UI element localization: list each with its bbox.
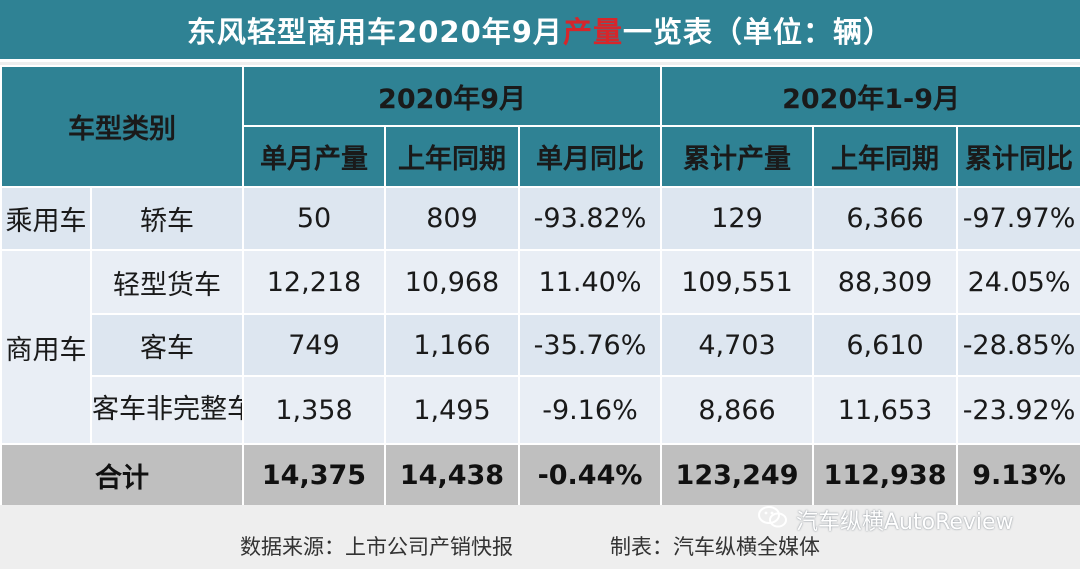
- cell-ytd-prior: 6,366: [812, 186, 959, 251]
- table-title: 东风轻型商用车2020年9月 产量 一览表（单位：辆）: [0, 0, 1080, 62]
- table-row: 商用车 轻型货车 12,218 10,968 11.40% 109,551 88…: [0, 249, 1080, 445]
- cell-month-prior: 1,495: [384, 375, 520, 445]
- col-header-month-yoy: 单月同比: [517, 125, 663, 188]
- table-row: 客车非完整车辆 1,358 1,495 -9.16% 8,866 11,653 …: [1, 375, 1080, 445]
- header-category: 车型类别: [0, 65, 244, 188]
- table-footer: 汽车纵横AutoReview 数据来源：上市公司产销快报 制表：汽车纵横全媒体: [0, 505, 1080, 569]
- cell-month-yoy: -35.76%: [517, 313, 663, 377]
- cell-ytd-yoy: -28.85%: [956, 313, 1080, 377]
- header-group-month: 2020年9月: [241, 65, 663, 127]
- row-type: 客车: [90, 313, 244, 377]
- cell-ytd-output: 8,866: [660, 375, 815, 445]
- production-table: 车型类别 2020年9月 2020年1-9月 单月产量 上年同期 单月同比 累计…: [0, 65, 1080, 507]
- cell-month-prior: 809: [384, 186, 520, 251]
- col-header-ytd-prior: 上年同期: [812, 125, 959, 188]
- cell-month-yoy: -9.16%: [517, 375, 663, 445]
- cell-month-output: 1,358: [242, 375, 386, 445]
- wechat-icon: [758, 505, 796, 535]
- watermark-text: 汽车纵横AutoReview: [796, 510, 1014, 535]
- table-maker: 制表：汽车纵横全媒体: [610, 535, 820, 559]
- header-group-ytd: 2020年1-9月: [660, 65, 1080, 127]
- total-month-output: 14,375: [242, 443, 386, 507]
- row-type: 客车非完整车辆: [90, 375, 244, 445]
- row-type: 轻型货车: [90, 249, 244, 315]
- cell-ytd-output: 129: [660, 186, 815, 251]
- data-source: 数据来源：上市公司产销快报: [240, 535, 513, 559]
- cell-month-output: 749: [242, 313, 386, 377]
- cell-month-output: 50: [242, 186, 386, 251]
- row-group-passenger: 乘用车: [0, 186, 92, 251]
- title-highlight: 产量: [562, 14, 623, 49]
- col-header-month-output: 单月产量: [242, 125, 386, 188]
- table-row: 客车 749 1,166 -35.76% 4,703 6,610 -28.85%: [1, 313, 1080, 377]
- header-row-groups: 车型类别 2020年9月 2020年1-9月: [0, 65, 1080, 188]
- row-group-commercial: 商用车: [0, 249, 92, 445]
- col-header-ytd-output: 累计产量: [660, 125, 815, 188]
- total-month-prior: 14,438: [384, 443, 520, 507]
- cell-ytd-prior: 88,309: [812, 249, 959, 315]
- cell-ytd-yoy: 24.05%: [956, 249, 1080, 315]
- total-month-yoy: -0.44%: [517, 443, 663, 507]
- table-row: 乘用车 轿车 50 809 -93.82% 129 6,366 -97.97%: [0, 186, 1080, 251]
- total-ytd-yoy: 9.13%: [956, 443, 1080, 507]
- title-text-before: 东风轻型商用车2020年9月: [187, 14, 563, 49]
- watermark: 汽车纵横AutoReview: [758, 505, 1014, 535]
- cell-ytd-prior: 11,653: [812, 375, 959, 445]
- header-row-columns: 单月产量 上年同期 单月同比 累计产量 上年同期 累计同比: [1, 125, 1080, 188]
- cell-month-yoy: 11.40%: [517, 249, 663, 315]
- col-header-month-prior: 上年同期: [384, 125, 520, 188]
- cell-ytd-yoy: -23.92%: [956, 375, 1080, 445]
- total-ytd-prior: 112,938: [812, 443, 959, 507]
- cell-month-prior: 1,166: [384, 313, 520, 377]
- row-type: 轿车: [90, 186, 244, 251]
- title-text-after: 一览表（单位：辆）: [622, 14, 893, 49]
- cell-month-prior: 10,968: [384, 249, 520, 315]
- col-header-ytd-yoy: 累计同比: [956, 125, 1080, 188]
- cell-ytd-yoy: -97.97%: [956, 186, 1080, 251]
- cell-ytd-prior: 6,610: [812, 313, 959, 377]
- cell-month-yoy: -93.82%: [517, 186, 663, 251]
- cell-month-output: 12,218: [242, 249, 386, 315]
- total-row: 合计 14,375 14,438 -0.44% 123,249 112,938 …: [0, 443, 1080, 507]
- cell-ytd-output: 109,551: [660, 249, 815, 315]
- total-label: 合计: [0, 443, 244, 507]
- cell-ytd-output: 4,703: [660, 313, 815, 377]
- total-ytd-output: 123,249: [660, 443, 815, 507]
